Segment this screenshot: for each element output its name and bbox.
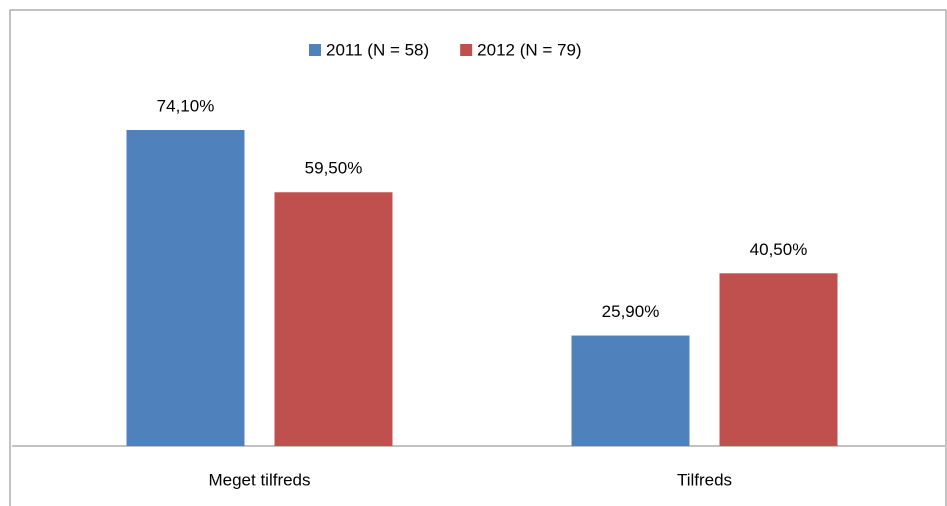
legend-label: 2012 (N = 79) <box>477 40 581 59</box>
x-tick-label: Tilfreds <box>677 470 732 489</box>
value-label: 40,50% <box>750 240 808 259</box>
bar <box>274 192 393 446</box>
value-label: 74,10% <box>157 96 215 115</box>
bar <box>719 273 838 446</box>
value-label: 25,90% <box>602 302 660 321</box>
legend-label: 2011 (N = 58) <box>326 40 429 59</box>
bar <box>126 130 245 446</box>
bar <box>571 335 690 446</box>
x-tick-label: Meget tilfreds <box>208 470 310 489</box>
legend-swatch <box>309 44 321 56</box>
chart-frame <box>9 9 947 506</box>
value-label: 59,50% <box>305 159 363 178</box>
legend-swatch <box>460 44 473 56</box>
